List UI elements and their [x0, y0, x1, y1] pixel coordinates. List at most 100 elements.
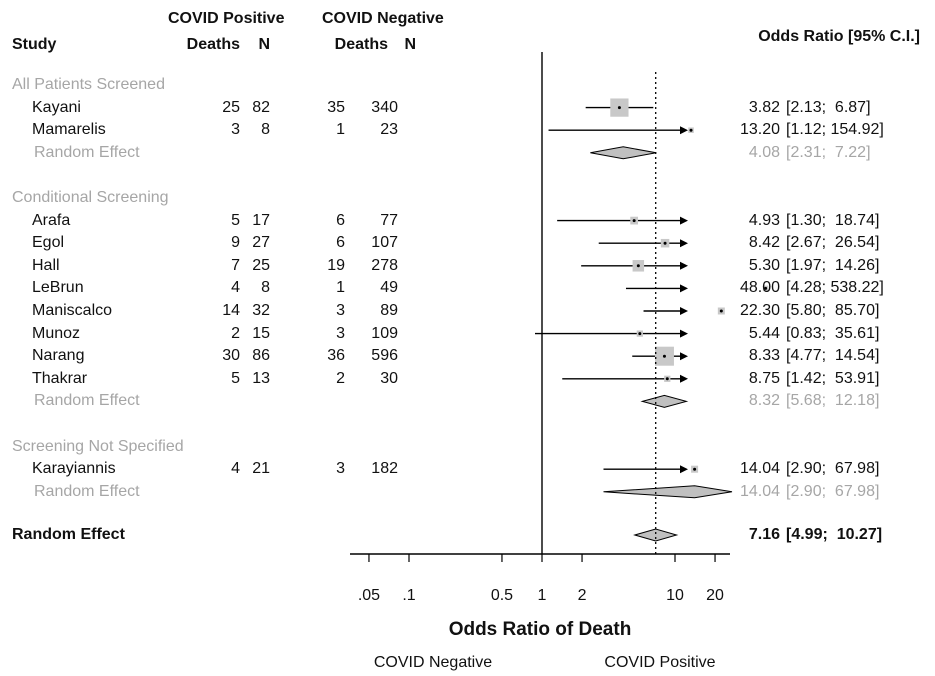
group-0-title: All Patients Screened	[12, 76, 165, 93]
study-mamarelis-pos-n: 8	[261, 121, 270, 139]
study-kayani-neg-n: 340	[371, 98, 398, 116]
study-mamarelis-label: Mamarelis	[32, 121, 106, 139]
group-0-random-effect-or: 4.08	[748, 143, 780, 161]
group-2-title: Screening Not Specified	[12, 437, 184, 455]
study-thakrar-neg-n: 30	[380, 369, 398, 387]
study-arafa-label: Arafa	[32, 211, 71, 229]
study-lebrun-or: 48.00	[739, 279, 780, 297]
study-mamarelis-neg-deaths: 1	[336, 121, 345, 139]
study-maniscalco-ci: [5.80; 85.70]	[786, 302, 880, 319]
group-1-title: Conditional Screening	[12, 189, 169, 206]
study-narang-ci: [4.77; 14.54]	[786, 347, 880, 365]
study-hall-neg-n: 278	[371, 256, 398, 274]
study-kayani-pos-deaths: 25	[222, 98, 240, 116]
study-arafa-pos-deaths: 5	[231, 211, 240, 229]
study-karayiannis-neg-n: 182	[371, 460, 398, 478]
group-2-random-effect-or: 14.04	[739, 482, 780, 500]
study-lebrun-neg-deaths: 1	[336, 279, 345, 297]
study-munoz-label: Munoz	[32, 324, 81, 342]
study-hall-neg-deaths: 19	[327, 256, 345, 274]
study-narang-neg-deaths: 36	[327, 347, 345, 365]
study-munoz-or: 5.44	[748, 324, 780, 342]
study-karayiannis-label: Karayiannis	[32, 460, 116, 478]
study-arafa-ci-arrow	[680, 216, 688, 225]
study-egol-label: Egol	[32, 234, 65, 252]
study-arafa-point	[632, 219, 636, 223]
header-neg-n: N	[404, 36, 416, 53]
study-mamarelis-neg-n: 23	[380, 121, 398, 139]
study-mamarelis-ci-arrow	[680, 126, 688, 135]
study-thakrar-ci: [1.42; 53.91]	[786, 369, 880, 387]
x-tick-label-6: 20	[706, 587, 724, 604]
group-0-random-effect-ci: [2.31; 7.22]	[786, 143, 871, 161]
favors-right-label: COVID Positive	[604, 654, 716, 671]
study-egol-ci: [2.67; 26.54]	[786, 234, 880, 252]
group-2-random-effect-label: Random Effect	[34, 482, 140, 500]
study-munoz-ci-arrow	[680, 329, 688, 338]
study-mamarelis-point	[689, 128, 693, 132]
study-egol-point	[663, 241, 667, 245]
study-narang-or: 8.33	[748, 347, 780, 365]
x-tick-label-2: 0.5	[491, 587, 513, 604]
study-thakrar-label: Thakrar	[32, 369, 88, 387]
study-maniscalco-neg-n: 89	[380, 302, 398, 319]
study-narang-pos-n: 86	[252, 347, 270, 365]
study-hall-label: Hall	[32, 256, 60, 274]
study-karayiannis-ci: [2.90; 67.98]	[786, 460, 880, 478]
header-pos-deaths: Deaths	[186, 36, 240, 53]
study-kayani-ci: [2.13; 6.87]	[786, 98, 871, 116]
group-1-random-effect-or: 8.32	[748, 392, 780, 410]
study-mamarelis-pos-deaths: 3	[231, 121, 240, 139]
study-thakrar-pos-n: 13	[252, 369, 270, 387]
header-study: Study	[12, 36, 57, 53]
study-arafa-or: 4.93	[748, 211, 780, 229]
study-maniscalco-point	[719, 309, 723, 313]
study-maniscalco-pos-deaths: 14	[222, 302, 240, 319]
overall-ci: [4.99; 10.27]	[786, 526, 883, 543]
study-thakrar-or: 8.75	[748, 369, 780, 387]
study-egol-pos-deaths: 9	[231, 234, 240, 252]
overall-pooled-diamond	[633, 528, 679, 542]
study-kayani-point	[617, 106, 621, 110]
study-maniscalco-or: 22.30	[739, 302, 780, 319]
group-2-random-effect-ci: [2.90; 67.98]	[786, 482, 880, 500]
study-munoz-neg-n: 109	[371, 324, 398, 342]
study-arafa-pos-n: 17	[252, 211, 270, 229]
study-hall-ci: [1.97; 14.26]	[786, 256, 880, 274]
header-covid-negative: COVID Negative	[322, 10, 444, 27]
study-maniscalco-ci-arrow	[680, 307, 688, 315]
study-karayiannis-point	[693, 467, 697, 471]
study-hall-ci-arrow	[680, 261, 688, 270]
study-karayiannis-or: 14.04	[739, 460, 780, 478]
study-munoz-pos-n: 15	[252, 324, 270, 342]
study-mamarelis-or: 13.20	[739, 121, 780, 139]
study-hall-or: 5.30	[748, 256, 780, 274]
study-maniscalco-label: Maniscalco	[32, 302, 113, 319]
study-lebrun-point	[764, 286, 768, 290]
study-munoz-point	[638, 332, 642, 336]
study-kayani-neg-deaths: 35	[327, 98, 345, 116]
study-egol-pos-n: 27	[252, 234, 270, 252]
x-axis-title: Odds Ratio of Death	[448, 619, 632, 640]
group-0-pooled-diamond	[590, 146, 657, 160]
study-arafa-neg-n: 77	[380, 211, 398, 229]
study-thakrar-ci-arrow	[680, 374, 688, 383]
study-lebrun-label: LeBrun	[32, 279, 84, 297]
study-thakrar-neg-deaths: 2	[336, 369, 345, 387]
x-tick-label-3: 1	[538, 587, 547, 604]
study-karayiannis-pos-deaths: 4	[231, 460, 240, 478]
header-covid-positive: COVID Positive	[168, 10, 285, 27]
study-lebrun-neg-n: 49	[380, 279, 398, 297]
study-egol-or: 8.42	[748, 234, 780, 252]
overall-or: 7.16	[748, 526, 780, 543]
study-mamarelis-ci: [1.12; 154.92]	[786, 121, 884, 139]
favors-left-label: COVID Negative	[373, 654, 493, 671]
study-lebrun-ci-arrow	[680, 284, 688, 293]
overall-random-effect-label: Random Effect	[12, 526, 125, 543]
group-1-pooled-diamond	[640, 394, 689, 408]
study-munoz-pos-deaths: 2	[231, 324, 240, 342]
study-narang-ci-arrow	[680, 352, 688, 361]
study-munoz-ci: [0.83; 35.61]	[786, 324, 880, 342]
study-narang-pos-deaths: 30	[222, 347, 240, 365]
